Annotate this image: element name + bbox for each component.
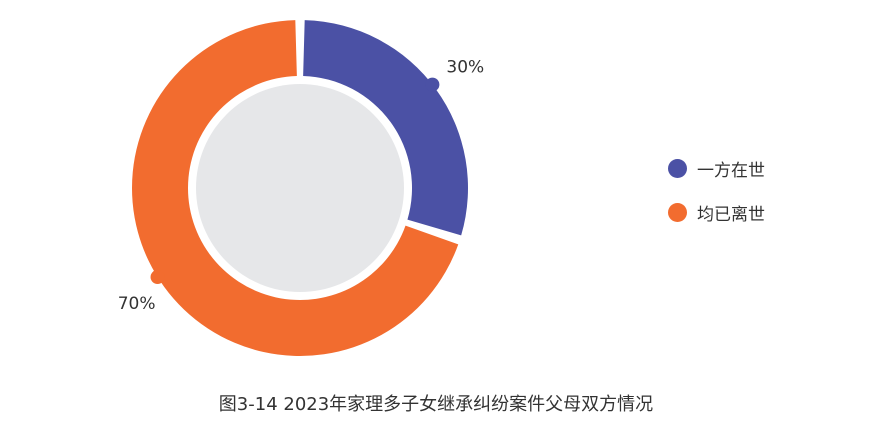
slice-alive — [303, 20, 468, 236]
slice-alive-marker — [425, 77, 440, 92]
legend: 一方在世 均已离世 — [668, 156, 765, 244]
legend-label-deceased: 均已离世 — [697, 204, 765, 225]
legend-swatch-alive — [668, 158, 687, 178]
legend-item-deceased: 均已离世 — [668, 200, 765, 225]
slice-deceased-marker — [150, 270, 165, 285]
chart-caption: 图3-14 2023年家理多子女继承纠纷案件父母双方情况 — [218, 394, 654, 415]
donut-center-disc — [196, 84, 404, 292]
label-deceased-percent: 70% — [118, 294, 156, 314]
slice-deceased — [132, 20, 459, 356]
legend-label-alive: 一方在世 — [697, 160, 765, 181]
legend-swatch-deceased — [668, 202, 687, 222]
label-alive-percent: 30% — [446, 58, 484, 78]
legend-item-alive: 一方在世 — [668, 156, 765, 181]
